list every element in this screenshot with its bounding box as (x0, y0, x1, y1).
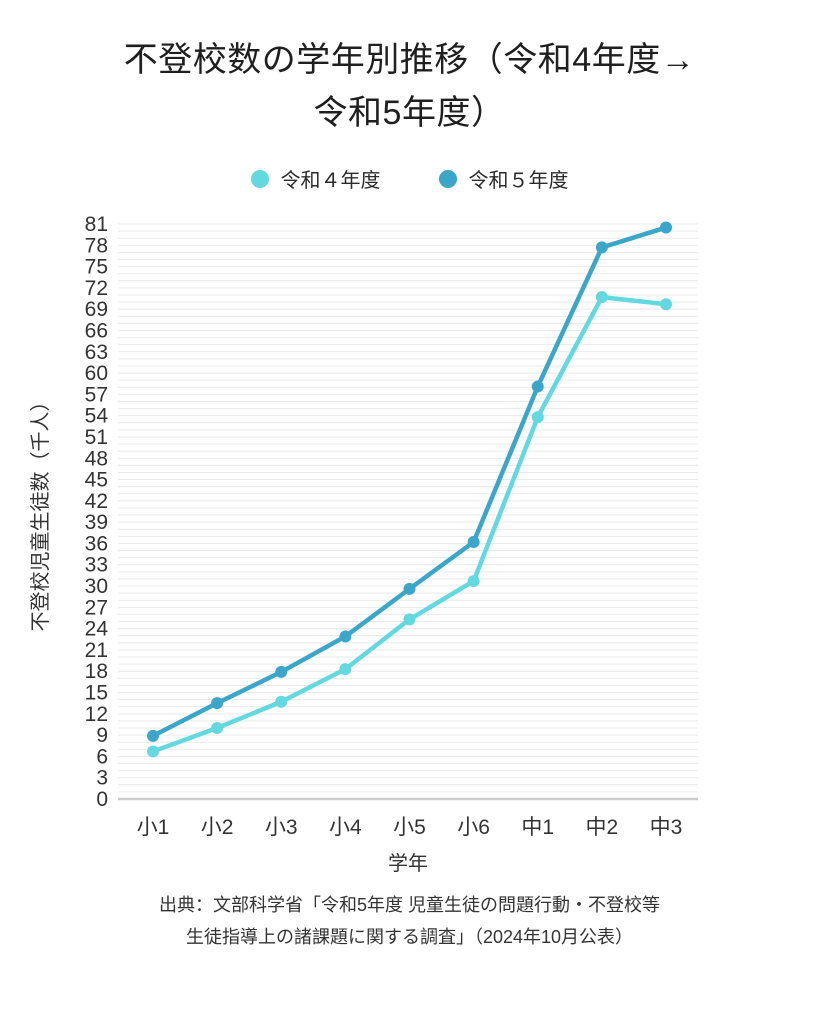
y-tick-label: 3 (96, 767, 108, 790)
x-tick-label: 小4 (329, 816, 362, 839)
legend-label-reiwa5: 令和５年度 (468, 170, 569, 192)
y-axis-title: 不登校児童生徒数（千人） (29, 392, 52, 632)
legend-label-reiwa4: 令和４年度 (280, 170, 381, 192)
legend-swatch-reiwa4-icon (250, 169, 269, 188)
y-tick-label: 54 (85, 405, 109, 428)
y-tick-label: 36 (85, 532, 108, 555)
y-tick-label: 12 (85, 703, 108, 726)
y-tick-label: 21 (85, 639, 108, 662)
y-tick-label: 48 (85, 447, 108, 470)
x-tick-label: 中3 (650, 816, 683, 839)
y-tick-label: 27 (85, 596, 108, 619)
legend-swatch-reiwa5-icon (438, 169, 457, 188)
y-tick-label: 63 (85, 341, 108, 364)
x-tick-label: 中2 (586, 816, 619, 839)
x-tick-label: 小5 (393, 816, 426, 839)
series-reiwa4-point-中2 (595, 291, 608, 304)
series-reiwa4-point-小1 (147, 745, 159, 758)
series-reiwa4-point-小4 (339, 663, 352, 676)
series-reiwa4-point-中1 (531, 411, 544, 424)
y-tick-label: 78 (85, 234, 108, 257)
legend-item-reiwa4: 令和４年度 (250, 164, 381, 193)
y-tick-label: 6 (96, 745, 108, 768)
series-reiwa4-point-小6 (467, 575, 480, 588)
y-tick-label: 66 (85, 319, 108, 342)
y-tick-label: 18 (85, 660, 108, 683)
chart-title: 不登校数の学年別推移（令和4年度→ 令和5年度） (0, 34, 819, 139)
x-tick-label: 小1 (137, 816, 170, 839)
series-reiwa4-point-小2 (211, 722, 224, 735)
y-tick-label: 30 (85, 575, 108, 598)
series-reiwa5-point-小1 (147, 729, 159, 742)
y-tick-label: 72 (85, 277, 108, 300)
series-reiwa4-point-中3 (660, 298, 672, 311)
series-reiwa4-point-小5 (403, 613, 416, 626)
chart-title-line2: 令和5年度） (313, 93, 506, 132)
x-tick-label: 小3 (265, 816, 298, 839)
y-tick-label: 45 (85, 469, 108, 492)
series-reiwa5-point-小6 (467, 536, 480, 549)
source-note-line2: 生徒指導上の諸課題に関する調査」（2024年10月公表） (185, 927, 634, 948)
source-note-line1: 出典：文部科学省「令和5年度 児童生徒の問題行動・不登校等 (158, 895, 660, 915)
x-axis-title: 学年 (388, 852, 428, 875)
y-tick-label: 60 (85, 362, 108, 385)
y-tick-label: 42 (85, 490, 108, 513)
chart-title-line1: 不登校数の学年別推移（令和4年度→ (123, 41, 696, 79)
series-reiwa5-point-小2 (211, 697, 224, 710)
series-reiwa5-line (150, 225, 669, 739)
y-tick-label: 51 (85, 426, 108, 449)
y-tick-label: 24 (85, 618, 109, 641)
series-reiwa5-point-中2 (595, 241, 608, 254)
series-reiwa5-point-小3 (275, 665, 288, 678)
series-reiwa4-point-小3 (275, 695, 288, 708)
y-tick-label: 57 (85, 383, 108, 406)
series-reiwa5-point-小4 (339, 630, 352, 643)
y-tick-label: 75 (85, 256, 108, 279)
x-tick-label: 中1 (521, 816, 554, 839)
source-note: 出典：文部科学省「令和5年度 児童生徒の問題行動・不登校等 生徒指導上の諸課題に… (0, 889, 819, 954)
y-tick-label: 9 (96, 724, 108, 747)
x-tick-label: 小6 (457, 816, 490, 839)
y-tick-label: 0 (96, 788, 108, 811)
series-reiwa5-point-小5 (403, 582, 416, 595)
y-tick-label: 81 (85, 213, 108, 236)
legend-item-reiwa5: 令和５年度 (438, 164, 569, 193)
series-reiwa4-line (150, 294, 669, 754)
x-tick-label: 小2 (201, 816, 234, 839)
y-tick-label: 39 (85, 511, 108, 534)
series-reiwa5-point-中3 (660, 221, 672, 234)
y-tick-label: 15 (85, 682, 108, 705)
series-reiwa5-point-中1 (531, 380, 544, 393)
legend: 令和４年度 令和５年度 (0, 164, 819, 193)
y-tick-label: 33 (85, 554, 108, 577)
y-tick-label: 69 (85, 298, 108, 321)
